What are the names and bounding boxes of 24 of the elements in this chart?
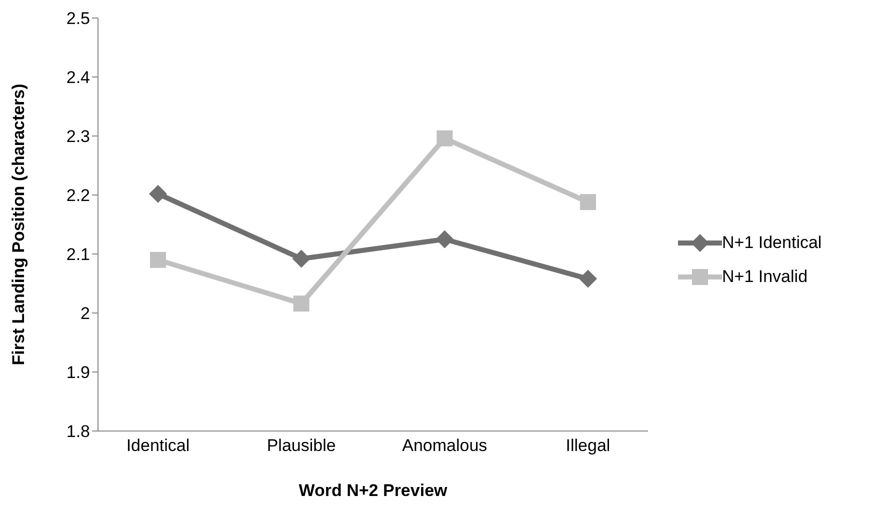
- legend-label: N+1 Invalid: [722, 266, 808, 286]
- y-tick-label: 2.2: [66, 186, 90, 206]
- point: [292, 250, 310, 268]
- x-axis-title: Word N+2 Preview: [298, 481, 448, 500]
- point: [293, 296, 310, 312]
- y-tick-label: 1.8: [66, 422, 90, 442]
- point: [149, 184, 167, 203]
- x-tick-label: Anomalous: [402, 436, 488, 456]
- point: [580, 194, 596, 210]
- y-tick-label: 2.1: [66, 245, 90, 264]
- y-tick-label: 1.9: [66, 363, 90, 382]
- point: [436, 230, 454, 248]
- point: [579, 270, 597, 288]
- y-tick-label: 2.3: [66, 127, 90, 146]
- x-tick-label: Illegal: [566, 436, 610, 456]
- x-tick-label: Identical: [126, 436, 190, 456]
- y-tick-label: 2.4: [66, 68, 90, 88]
- point: [436, 130, 453, 146]
- y-tick-label: 2: [80, 304, 90, 324]
- legend-label: N+1 Identical: [722, 232, 822, 252]
- x-tick-label: Plausible: [266, 436, 336, 456]
- point: [150, 252, 166, 268]
- y-tick-label: 2.5: [66, 9, 90, 28]
- y-axis-title: First Landing Position (characters): [9, 84, 28, 366]
